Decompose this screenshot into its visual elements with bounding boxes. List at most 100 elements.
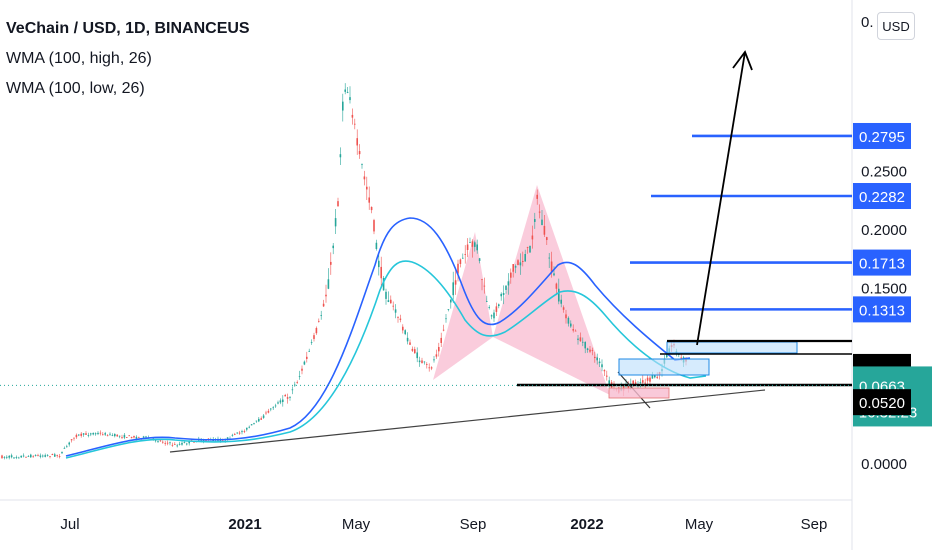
candle-body	[46, 454, 49, 456]
candle-body	[562, 307, 565, 310]
time-tick-label: May	[685, 516, 714, 533]
candle-body	[123, 434, 126, 438]
candle-body	[414, 349, 416, 354]
candle-body	[510, 272, 512, 278]
candle-body	[318, 320, 320, 322]
candle-body	[421, 360, 423, 364]
candle-body	[337, 201, 339, 207]
candle-body	[298, 376, 301, 377]
projection-arrow[interactable]	[696, 51, 746, 346]
candle-body	[469, 242, 471, 243]
indicator-label-wma-high[interactable]: WMA (100, high, 26)	[6, 50, 152, 67]
candle-body	[30, 454, 32, 458]
candle-body	[385, 291, 387, 299]
candle-body	[382, 278, 385, 291]
candle-body	[565, 314, 567, 319]
candle-body	[308, 350, 310, 352]
candle-body	[370, 206, 373, 211]
candle-body	[75, 434, 78, 438]
candle-body	[270, 408, 272, 410]
candle-body	[452, 282, 454, 296]
candle-body	[531, 235, 534, 240]
candle-body	[519, 262, 522, 266]
candle-body	[517, 260, 519, 266]
candle-body	[558, 288, 560, 302]
candle-body	[248, 426, 250, 428]
candle-body	[603, 370, 606, 372]
candle-body	[416, 352, 418, 359]
candle-body	[109, 433, 111, 435]
harmonic-pattern-left[interactable]	[433, 232, 493, 380]
candle-body	[541, 219, 543, 226]
time-tick-label: Sep	[460, 516, 487, 533]
price-level-badge[interactable]: 0.0520	[859, 395, 905, 412]
target-price-badge[interactable]: 0.1313	[859, 302, 905, 319]
candle-body	[8, 455, 10, 458]
candle-body	[99, 432, 102, 434]
target-price-badge-bg	[853, 296, 911, 323]
candle-body	[591, 349, 594, 351]
target-price-badge-bg	[853, 183, 911, 210]
target-price-badge[interactable]: 0.1713	[859, 256, 905, 273]
candle-body	[656, 376, 658, 378]
candle-body	[183, 442, 186, 443]
candle-body	[440, 337, 442, 343]
candle-body	[486, 301, 488, 302]
target-price-badge-bg	[853, 122, 911, 149]
candle-body	[380, 266, 382, 279]
candle-body	[406, 337, 409, 342]
candle-body	[536, 194, 538, 199]
candle-body	[522, 261, 524, 263]
candle-body	[349, 97, 351, 101]
candle-body	[481, 279, 483, 281]
candle-body	[97, 432, 99, 435]
chart-legend: VeChain / USD, 1D, BINANCEUS WMA (100, h…	[6, 14, 250, 104]
candle-body	[368, 197, 370, 203]
currency-button[interactable]: USD	[877, 12, 915, 40]
price-level-badge-bg	[853, 389, 911, 416]
breakout-box[interactable]	[618, 358, 710, 376]
candle-body	[25, 456, 27, 458]
candle-body	[529, 245, 531, 253]
target-price-badge[interactable]: 0.2795	[859, 129, 905, 146]
chart-title[interactable]: VeChain / USD, 1D, BINANCEUS	[6, 20, 250, 37]
candle-body	[327, 279, 330, 289]
time-tick-label: Jul	[60, 516, 79, 533]
candle-body	[582, 341, 584, 343]
candle-body	[171, 444, 174, 446]
candle-body	[42, 455, 44, 457]
candle-body	[534, 219, 536, 222]
target-price-badge[interactable]: 0.2282	[859, 189, 905, 206]
candle-body	[61, 451, 63, 454]
support-trendline[interactable]	[169, 389, 766, 453]
candle-body	[22, 455, 25, 457]
wma-low-line[interactable]	[65, 260, 707, 459]
wma-high-line[interactable]	[65, 217, 691, 457]
candle-body	[186, 443, 188, 445]
candle-body	[80, 433, 82, 436]
candle-body	[450, 299, 452, 303]
candle-body	[241, 431, 243, 433]
candle-body	[116, 434, 118, 437]
candle-body	[133, 436, 135, 438]
candle-body	[18, 457, 20, 459]
candle-body	[594, 356, 596, 359]
price-tick-label: 0.0000	[861, 456, 907, 473]
candle-body	[56, 454, 58, 456]
candle-body	[37, 455, 39, 457]
candle-body	[543, 225, 546, 235]
harmonic-pattern-right[interactable]	[493, 185, 610, 395]
indicator-label-wma-low[interactable]: WMA (100, low, 26)	[6, 80, 145, 97]
candle-body	[258, 418, 260, 422]
candle-body	[354, 123, 356, 125]
candle-body	[282, 399, 284, 403]
candle-body	[459, 259, 462, 264]
candle-body	[507, 281, 510, 286]
target-box[interactable]	[666, 341, 798, 354]
candle-body	[387, 300, 390, 302]
projection-arrowhead	[732, 50, 753, 71]
accumulation-box[interactable]	[608, 387, 670, 399]
candle-body	[488, 307, 490, 308]
candle-body	[296, 382, 298, 383]
